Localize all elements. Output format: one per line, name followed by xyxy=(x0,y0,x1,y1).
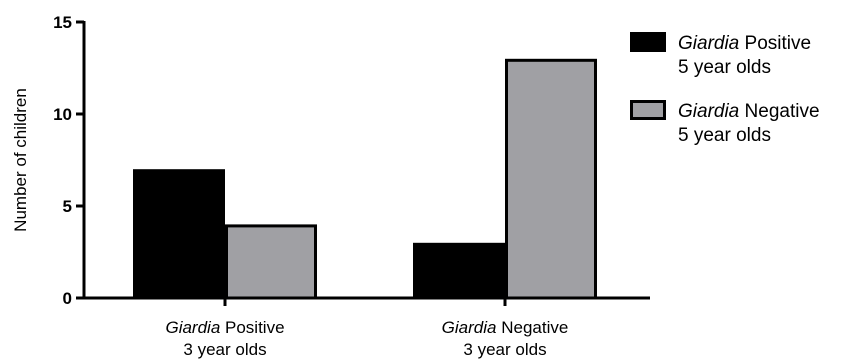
bar xyxy=(135,171,224,298)
y-tick-label: 10 xyxy=(53,105,72,124)
x-tick-label-line2: 3 year olds xyxy=(463,340,546,359)
y-tick-label: 5 xyxy=(63,197,72,216)
legend-label: Giardia Positive xyxy=(678,33,811,54)
y-tick-label: 15 xyxy=(53,13,72,32)
y-tick-label: 0 xyxy=(63,289,72,308)
legend-label-line2: 5 year olds xyxy=(678,57,771,78)
legend-swatch xyxy=(632,102,665,119)
x-tick-label: Giardia Positive xyxy=(165,318,284,337)
bar xyxy=(415,244,504,298)
x-tick-labels: Giardia Positive 3 year olds Giardia Negat… xyxy=(165,318,568,359)
bar xyxy=(227,226,316,298)
legend: Giardia Positive 5 year olds Giardia Negat… xyxy=(632,33,820,146)
bars xyxy=(135,60,596,298)
legend-swatch xyxy=(632,34,665,51)
x-tick-label-line2: 3 year olds xyxy=(183,340,266,359)
bar xyxy=(507,60,596,298)
x-tick-label: Giardia Negative xyxy=(442,318,569,337)
y-axis-title: Number of children xyxy=(11,88,30,232)
legend-label-line2: 5 year olds xyxy=(678,125,771,146)
legend-label: Giardia Negative xyxy=(678,101,820,122)
